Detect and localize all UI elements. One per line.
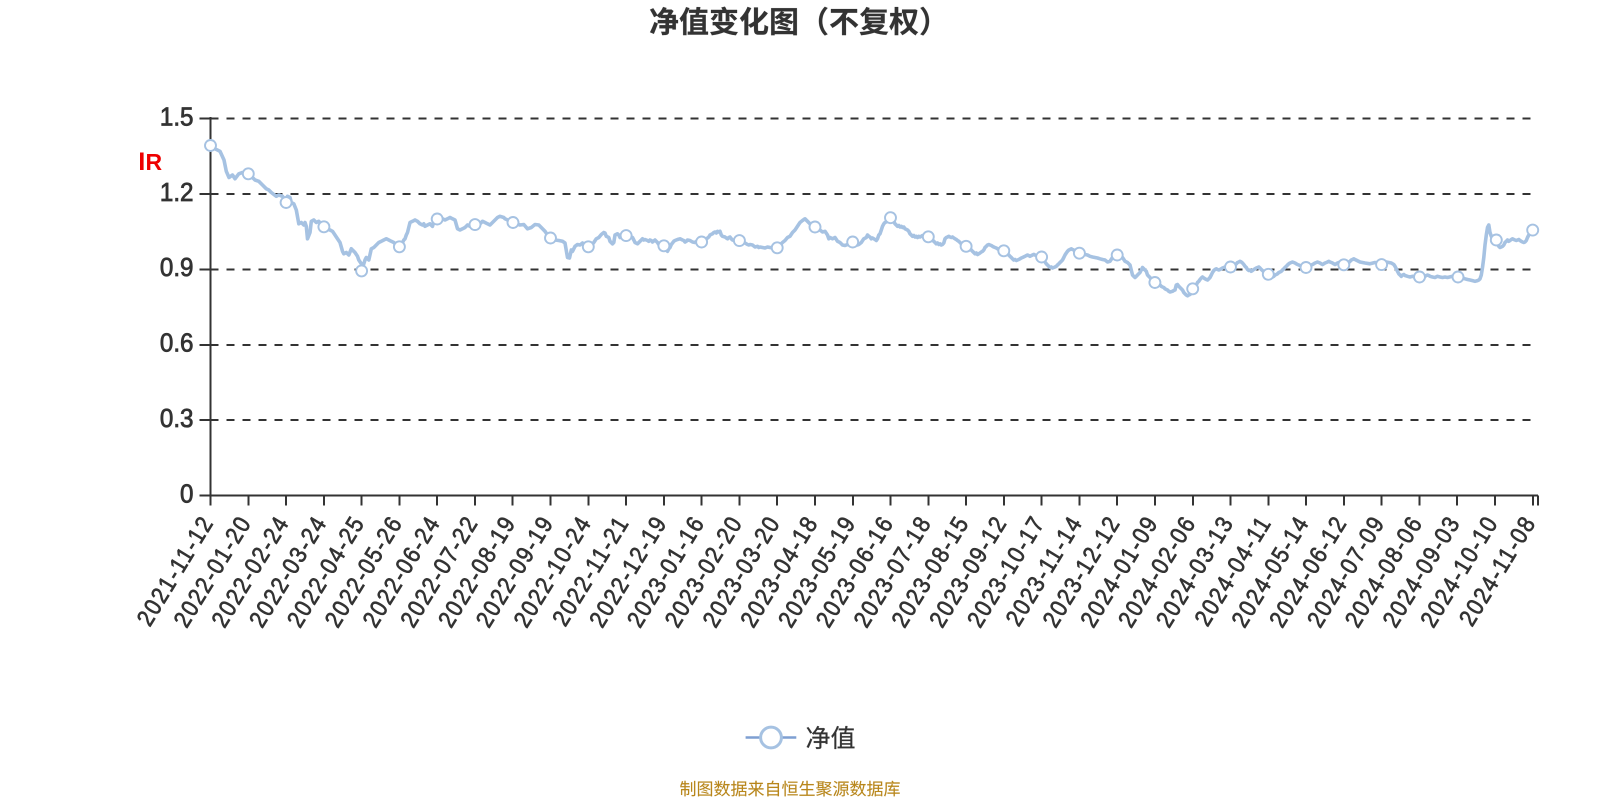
svg-text:0.9: 0.9 [160,253,194,282]
svg-text:R: R [146,149,163,175]
svg-text:0.6: 0.6 [160,329,194,358]
svg-text:0: 0 [180,480,193,509]
svg-text:1.2: 1.2 [160,178,194,207]
svg-text:0.3: 0.3 [160,404,194,433]
svg-text:1.5: 1.5 [160,103,194,132]
